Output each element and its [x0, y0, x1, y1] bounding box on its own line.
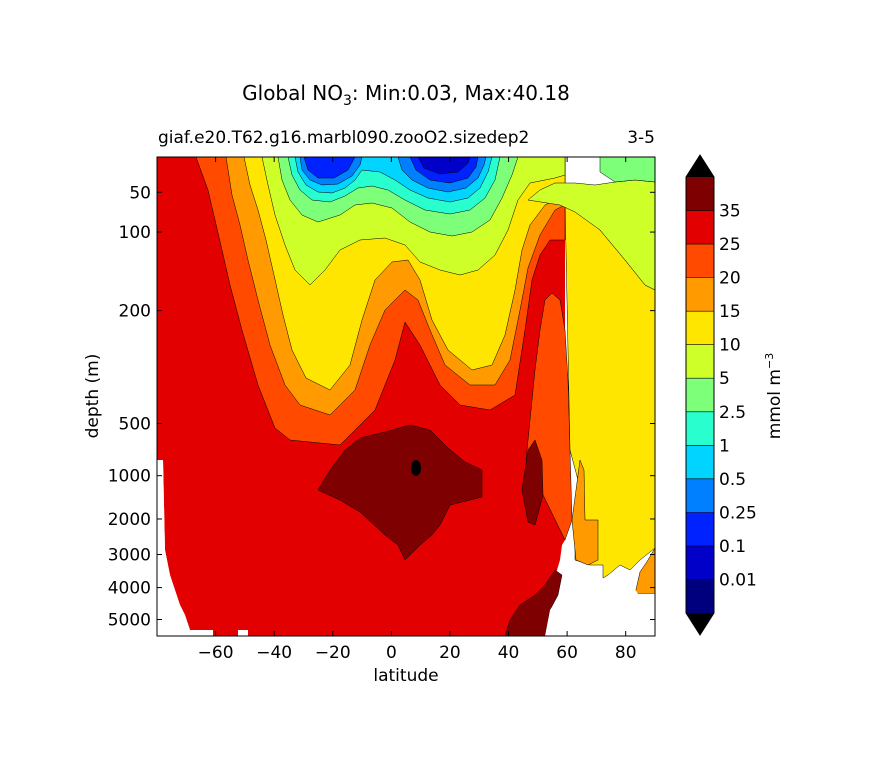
colorbar-tick-label: 0.1	[719, 537, 746, 557]
colorbar-tick-label: 0.5	[719, 470, 746, 490]
colorbar-swatch	[686, 210, 714, 245]
colorbar-swatch	[686, 311, 714, 345]
chart-subtitle-left: giaf.e20.T62.g16.marbl090.zooO2.sizedep2	[158, 128, 529, 148]
colorbar-swatch	[686, 545, 714, 580]
plot-frame	[156, 156, 656, 637]
x-tick-label: 80	[615, 643, 637, 663]
colorbar-swatch	[686, 277, 714, 312]
x-tick-label: 0	[386, 643, 397, 663]
colorbar-swatch	[686, 579, 714, 613]
y-tick-label: 5000	[108, 611, 151, 631]
colorbar-tick-label: 0.01	[719, 570, 757, 590]
y-axis-label: depth (m)	[83, 354, 103, 439]
y-tick-label: 200	[119, 302, 151, 322]
colorbar: 0.01 0.1 0.25 0.5 1 2.5 5 10 15 20 25 35	[685, 154, 757, 636]
colorbar-swatch	[686, 445, 714, 479]
x-tick-label: 20	[439, 643, 461, 663]
contour-fill-gt35-core	[317, 424, 483, 561]
x-axis-label: latitude	[373, 666, 438, 686]
colorbar-tick-label: 20	[719, 269, 741, 289]
colorbar-tick-label: 5	[719, 369, 730, 389]
colorbar-swatch	[686, 512, 714, 546]
colorbar-tick-label: 35	[719, 202, 741, 222]
chart-title: Global NO3: Min:0.03, Max:40.18	[242, 81, 570, 109]
y-tick-label: 100	[119, 223, 151, 243]
x-tick-label: −60	[198, 643, 234, 663]
colorbar-tick-label: 25	[719, 235, 741, 255]
colorbar-tick-label: 15	[719, 302, 741, 322]
contour-fill-max-spot	[411, 460, 421, 476]
colorbar-swatch	[686, 478, 714, 513]
colorbar-tick-label: 1	[719, 436, 730, 456]
plot-area: −60 −40 −20 0 20 40 60 80 50 100 200 500 1000 2000 30…	[108, 156, 656, 663]
colorbar-tick-label: 10	[719, 336, 741, 356]
colorbar-swatch	[686, 177, 714, 211]
colorbar-label: mmol m−3	[763, 353, 785, 439]
land-mask-south	[157, 460, 213, 636]
x-axis: −60 −40 −20 0 20 40 60 80	[198, 157, 637, 663]
colorbar-outline	[685, 154, 715, 636]
colorbar-swatch	[686, 378, 714, 412]
colorbar-tick-label: 2.5	[719, 403, 746, 423]
x-tick-label: 60	[556, 643, 578, 663]
contour-fill-gt35-deep-north	[504, 569, 563, 637]
colorbar-extend-min	[686, 613, 714, 635]
x-tick-label: −20	[315, 643, 351, 663]
colorbar-swatch	[686, 344, 714, 379]
y-tick-label: 500	[119, 415, 151, 435]
colorbar-swatch	[686, 244, 714, 278]
colorbar-extend-max	[686, 155, 714, 177]
y-tick-label: 1000	[108, 467, 151, 487]
y-tick-label: 3000	[108, 546, 151, 566]
y-tick-label: 2000	[108, 510, 151, 530]
y-tick-label: 4000	[108, 579, 151, 599]
colorbar-tick-label: 0.25	[719, 503, 757, 523]
contour-fill-15-20-north-tongue	[571, 459, 599, 566]
chart-subtitle-right: 3-5	[627, 128, 655, 148]
y-tick-label: 50	[129, 183, 151, 203]
x-tick-label: −40	[256, 643, 292, 663]
colorbar-swatch	[686, 411, 714, 446]
land-mask-north	[545, 570, 655, 636]
contour-fill-gt35-north	[521, 439, 544, 526]
x-tick-label: 40	[498, 643, 520, 663]
y-axis: 50 100 200 500 1000 2000 3000 4000 5000	[108, 183, 655, 631]
